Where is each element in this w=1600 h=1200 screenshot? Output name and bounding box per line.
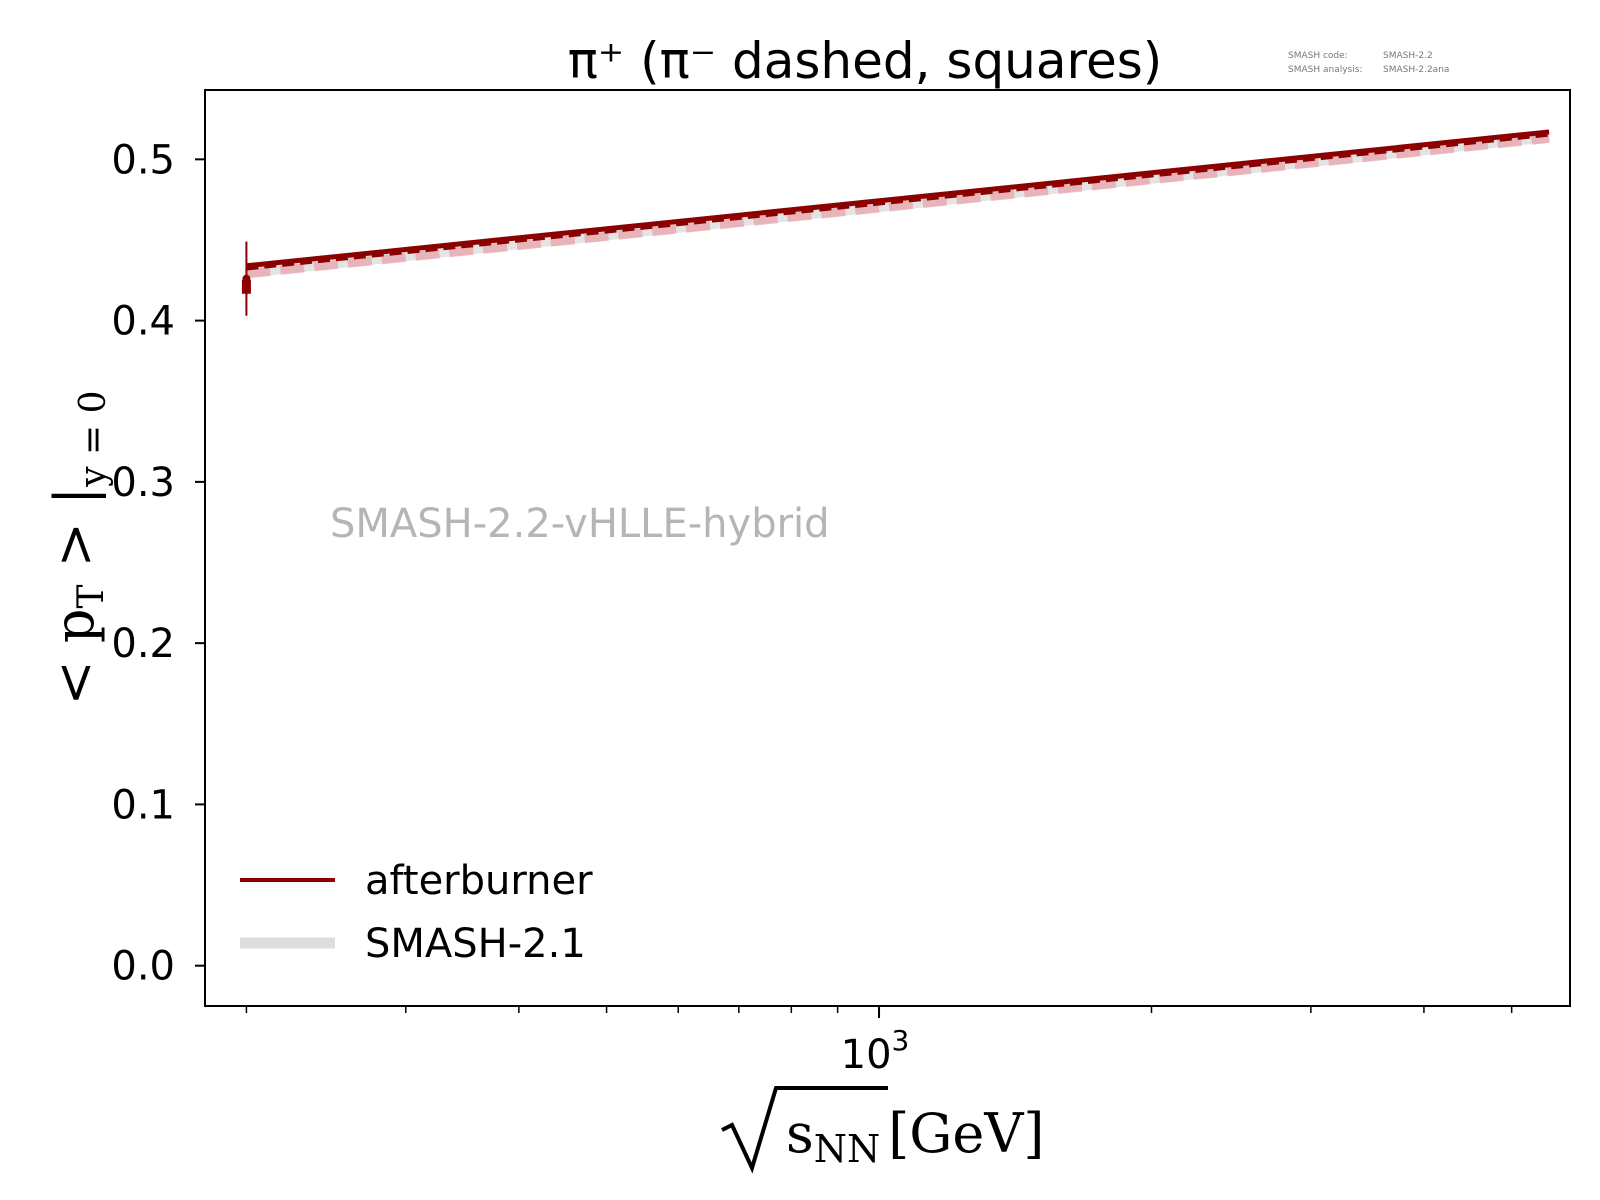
chart-title: π⁺ (π⁻ dashed, squares) — [568, 32, 1163, 90]
series-group — [245, 129, 1550, 279]
series-line-0 — [246, 129, 1550, 269]
y-axis-label-middle: > | — [43, 487, 106, 585]
version-analysis-label: SMASH analysis: — [1288, 65, 1362, 75]
x-tick-label-exponent: 3 — [892, 1024, 910, 1057]
sqrt-sign — [721, 1086, 888, 1174]
plot-frame — [204, 89, 1571, 1007]
series-line-3 — [245, 133, 1550, 279]
x-axis-label: sNN [GeV] — [721, 1086, 1044, 1174]
y-axis-label-prefix: < p — [43, 609, 106, 706]
y-tick-label-2: 0.2 — [111, 621, 175, 667]
x-axis-label-unit: [GeV] — [888, 1102, 1044, 1165]
version-code-label: SMASH code: — [1288, 51, 1348, 61]
version-analysis-value: SMASH-2.2ana — [1383, 65, 1449, 75]
y-tick-label-3: 0.3 — [111, 460, 175, 506]
x-tick-label-base: 10 — [841, 1032, 892, 1078]
y-tick-label-5: 0.5 — [111, 137, 175, 183]
version-code-value: SMASH-2.2 — [1383, 51, 1433, 61]
legend-label-afterburner: afterburner — [365, 858, 593, 904]
x-tick-label-1000: 103 — [841, 1024, 910, 1078]
y-axis-label: < pT > |y = 0 — [43, 390, 114, 705]
x-axis-label-arg: s — [786, 1102, 814, 1165]
data-point-square-1 — [241, 279, 251, 294]
y-tick-label-0: 0.0 — [111, 944, 175, 990]
y-tick-label-4: 0.4 — [111, 299, 175, 345]
legend: afterburner SMASH-2.1 — [240, 858, 593, 967]
data-points-group — [241, 241, 251, 316]
x-axis-ticks — [245, 1006, 1513, 1018]
x-axis-label-text: sNN [GeV] — [786, 1102, 1044, 1171]
y-axis-ticks: 0.0 0.1 0.2 0.3 0.4 0.5 — [111, 137, 205, 990]
watermark-label: SMASH-2.2-vHLLE-hybrid — [330, 501, 830, 547]
legend-label-smash-2-1: SMASH-2.1 — [365, 921, 586, 967]
series-line-2 — [246, 133, 1550, 271]
y-axis-label-subscript: y = 0 — [73, 390, 114, 487]
x-axis-label-subscript: NN — [814, 1127, 881, 1171]
y-tick-label-1: 0.1 — [111, 782, 175, 828]
y-axis-label-p-subscript: T — [71, 585, 112, 609]
